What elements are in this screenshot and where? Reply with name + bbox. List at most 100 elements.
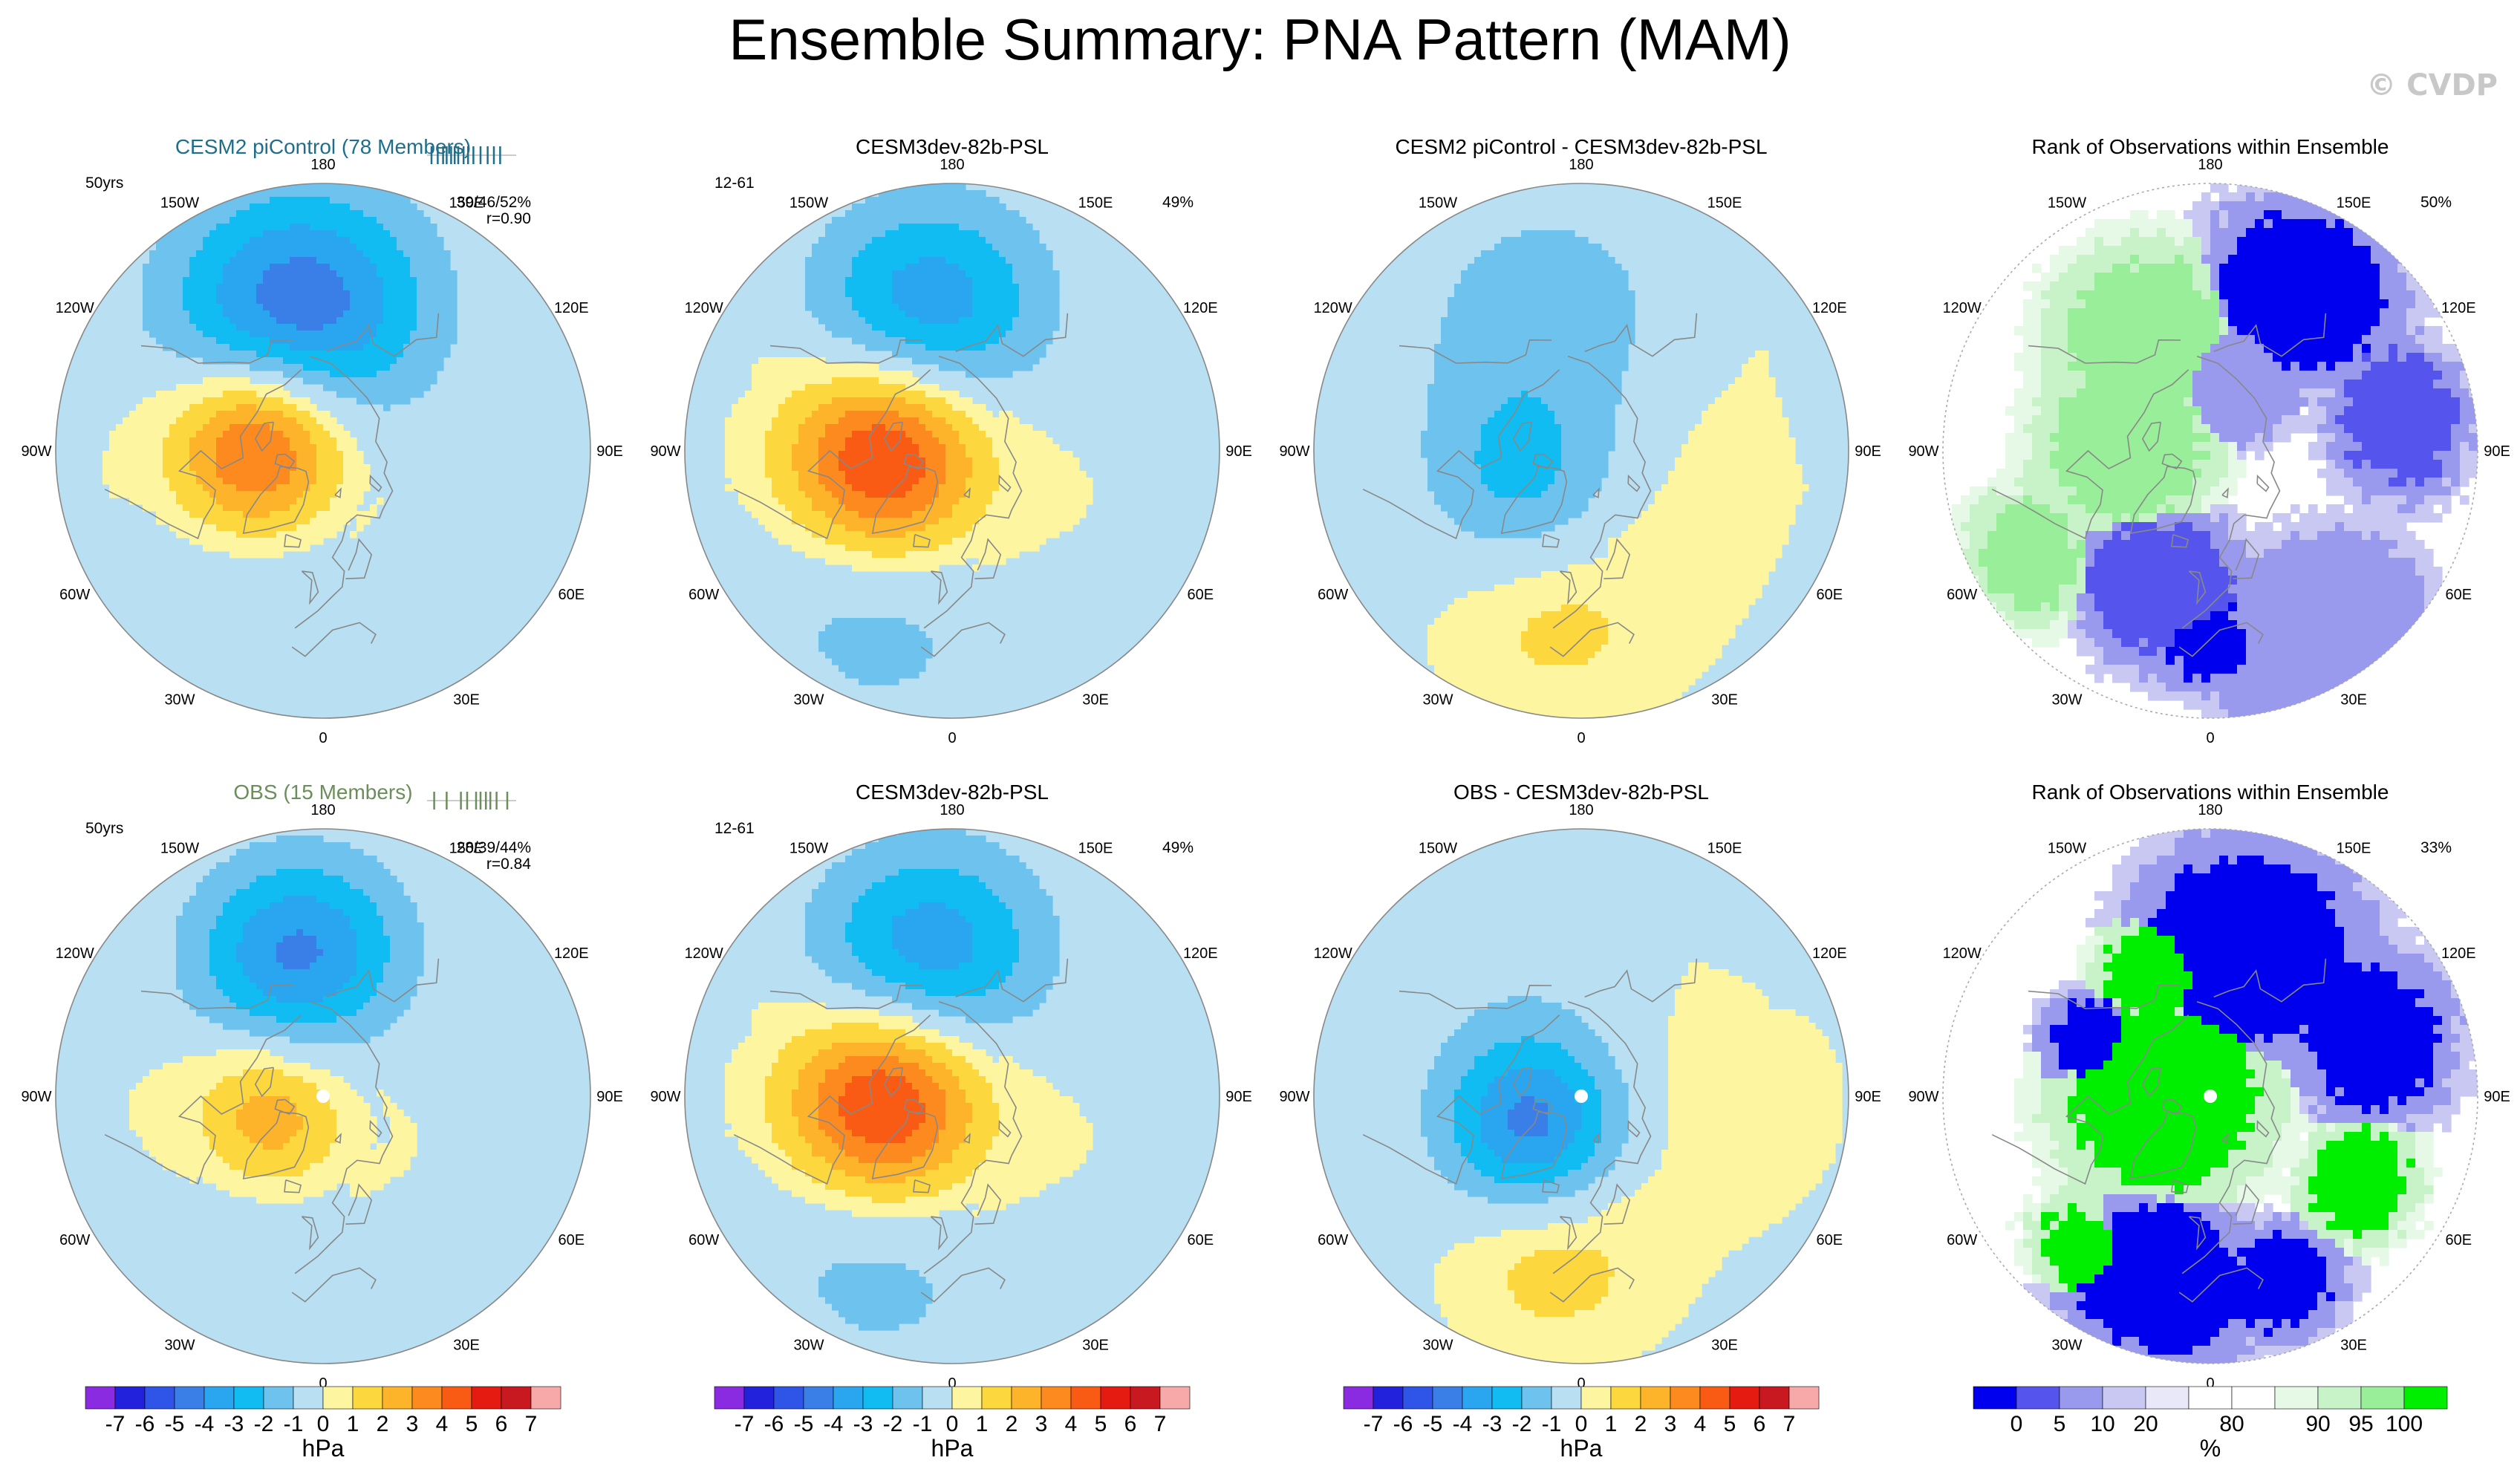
psl-cell <box>979 424 986 431</box>
psl-cell <box>450 330 458 338</box>
map-field-p12 <box>685 183 1220 718</box>
psl-cell <box>1012 257 1020 264</box>
psl-cell <box>925 417 933 425</box>
psl-cell <box>370 337 377 345</box>
psl-cell <box>859 224 866 231</box>
psl-cell <box>1595 264 1602 271</box>
psl-cell <box>1026 244 1033 251</box>
psl-cell <box>752 471 759 478</box>
psl-cell <box>932 290 940 298</box>
psl-cell <box>216 424 224 431</box>
psl-cell <box>945 250 953 258</box>
psl-cell <box>899 397 906 405</box>
psl-cell <box>919 397 926 405</box>
psl-cell <box>845 330 853 338</box>
psl-cell <box>336 324 344 331</box>
psl-cell <box>812 391 819 398</box>
psl-cell <box>203 357 210 365</box>
psl-cell <box>1601 284 1609 291</box>
psl-cell <box>316 277 324 284</box>
psl-cell <box>785 504 792 512</box>
psl-cell <box>852 397 859 405</box>
psl-cell <box>812 277 819 284</box>
psl-cell <box>296 431 304 438</box>
psl-cell <box>1561 297 1569 305</box>
psl-cell <box>330 237 337 244</box>
psl-cell <box>363 217 371 224</box>
psl-cell <box>992 518 1000 525</box>
psl-cell <box>1474 344 1482 351</box>
coastline <box>242 466 310 534</box>
psl-cell <box>798 524 806 532</box>
psl-cell <box>323 297 331 305</box>
psl-cell <box>149 484 157 492</box>
psl-cell <box>852 431 859 438</box>
psl-cell <box>1026 290 1033 298</box>
psl-cell <box>263 337 270 345</box>
psl-cell <box>270 264 277 271</box>
psl-cell <box>932 551 940 558</box>
psl-cell <box>123 457 130 465</box>
psl-cell <box>1601 304 1609 311</box>
psl-cell <box>999 297 1006 305</box>
psl-cell <box>1588 371 1595 378</box>
psl-cell <box>229 544 237 552</box>
psl-cell <box>1615 310 1622 318</box>
psl-cell <box>818 257 826 264</box>
psl-cell <box>236 544 244 552</box>
psl-cell <box>363 391 371 398</box>
psl-cell <box>183 290 190 298</box>
psl-cell <box>879 197 886 204</box>
psl-cell <box>336 224 344 231</box>
psl-cell <box>852 304 859 311</box>
psl-cell <box>972 351 980 358</box>
psl-cell <box>276 324 284 331</box>
psl-cell <box>899 645 906 652</box>
psl-cell <box>959 464 966 472</box>
psl-cell <box>1608 277 1615 284</box>
psl-cell <box>919 524 926 532</box>
psl-cell <box>859 391 866 398</box>
psl-cell <box>270 310 277 318</box>
psl-cell <box>1012 437 1020 445</box>
psl-cell <box>818 377 826 385</box>
psl-cell <box>859 257 866 264</box>
psl-cell <box>270 518 277 525</box>
psl-cell <box>832 625 839 632</box>
psl-cell <box>336 364 344 371</box>
psl-cell <box>256 504 264 512</box>
psl-cell <box>129 437 137 445</box>
psl-cell <box>899 437 906 445</box>
psl-cell <box>236 304 244 311</box>
psl-cell <box>825 230 833 238</box>
psl-cell <box>350 250 357 258</box>
psl-cell <box>1032 277 1040 284</box>
psl-cell <box>992 237 1000 244</box>
psl-cell <box>865 324 873 331</box>
psl-cell <box>310 183 317 191</box>
psl-cell <box>350 391 357 398</box>
psl-cell <box>872 264 879 271</box>
psl-cell <box>832 384 839 391</box>
psl-cell <box>945 538 953 545</box>
psl-cell <box>1019 324 1026 331</box>
psl-cell <box>939 250 946 258</box>
psl-cell <box>276 397 284 405</box>
psl-cell <box>865 645 873 652</box>
psl-cell <box>1006 330 1013 338</box>
psl-cell <box>852 564 859 572</box>
psl-cell <box>169 344 177 351</box>
psl-cell <box>1434 344 1442 351</box>
psl-cell <box>276 391 284 398</box>
psl-cell <box>992 297 1000 305</box>
psl-cell <box>999 424 1006 431</box>
psl-cell <box>1012 324 1020 331</box>
psl-cell <box>203 351 210 358</box>
psl-cell <box>343 364 351 371</box>
psl-cell <box>149 431 157 438</box>
psl-cell <box>102 451 110 458</box>
psl-cell <box>972 250 980 258</box>
psl-cell <box>243 197 250 204</box>
psl-cell <box>149 471 157 478</box>
psl-cell <box>859 237 866 244</box>
